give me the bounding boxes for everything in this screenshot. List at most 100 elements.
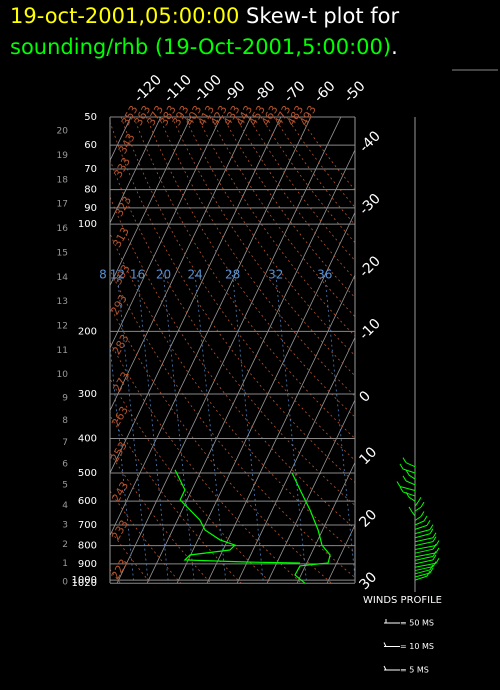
height-label: 12	[57, 322, 68, 332]
isotherm	[110, 117, 252, 412]
isotherm	[110, 117, 192, 287]
isotherm	[110, 117, 162, 224]
isotherm-label: -30	[356, 191, 383, 218]
wind-barb	[411, 511, 416, 517]
height-label: 13	[57, 297, 68, 307]
wind-legend-title: WINDS PROFILE	[363, 595, 442, 606]
wind-barb	[414, 544, 437, 550]
height-label: 14	[57, 273, 69, 283]
height-label: 18	[57, 175, 69, 185]
wind-barb-tick	[432, 532, 437, 538]
dewpoint-trace	[174, 469, 300, 564]
wind-barb	[414, 566, 434, 572]
dry-adiabat	[110, 528, 151, 583]
mixing-ratio-line	[232, 274, 264, 583]
isotherm	[146, 149, 355, 583]
mixing-ratio-line	[324, 274, 355, 582]
wind-barb	[408, 496, 416, 502]
pressure-label: 80	[84, 185, 97, 196]
wind-barb	[414, 575, 428, 581]
dry-adiabat-label: 333	[111, 155, 133, 180]
height-label: 7	[62, 438, 68, 448]
isotherm-label: 20	[356, 507, 380, 531]
wind-legend-item: = 5 MS	[400, 666, 429, 675]
isotherm-label: -100	[191, 72, 225, 106]
isotherm	[296, 461, 355, 583]
isotherm-label: -60	[311, 78, 338, 105]
wind-barb-tick	[432, 536, 437, 542]
isotherm	[110, 117, 222, 349]
wind-barb	[414, 501, 419, 507]
height-label: 16	[57, 224, 69, 234]
dry-adiabat	[110, 305, 332, 583]
pressure-label: 50	[84, 112, 97, 123]
isotherm-label: -110	[161, 72, 195, 106]
wind-barb-tick	[399, 463, 404, 470]
wind-barb	[414, 559, 434, 565]
wind-barb-tick	[399, 486, 404, 493]
pressure-label: 90	[84, 203, 97, 214]
wind-barb	[402, 468, 416, 474]
isotherm-label: -40	[356, 128, 383, 155]
pressure-label: 800	[78, 541, 97, 552]
height-label: 4	[62, 501, 68, 511]
pressure-label: 700	[78, 520, 97, 531]
wind-barb-tick	[429, 564, 434, 571]
isotherm-label: -80	[251, 78, 278, 105]
wind-barb-tick	[405, 491, 410, 498]
header-end: .	[391, 35, 398, 59]
wind-barb-tick	[420, 511, 425, 517]
header-line-2: sounding/rhb (19-Oct-2001,5:00:00).	[10, 35, 398, 59]
mixing-ratio-line	[137, 274, 169, 583]
pressure-label: 600	[78, 496, 97, 507]
dry-adiabat-label: 343	[116, 132, 138, 157]
pressure-label: 500	[78, 468, 97, 479]
wind-barb-tick	[402, 475, 407, 482]
dry-adiabat	[110, 268, 355, 579]
isotherm	[110, 117, 312, 537]
pressure-label: 1000	[72, 575, 97, 586]
height-label: 15	[57, 248, 68, 258]
wind-barb	[414, 562, 437, 568]
pressure-label: 1020	[72, 578, 97, 589]
mixing-ratio-line	[163, 274, 195, 583]
isotherm-label: -20	[356, 253, 383, 280]
mixing-ratio-label: 36	[317, 268, 332, 282]
pressure-label: 200	[78, 326, 97, 337]
mixing-ratio-label: 20	[156, 268, 171, 282]
wind-barb	[414, 520, 425, 526]
isotherm-label: -120	[131, 72, 165, 106]
wind-barb-tick	[417, 496, 422, 503]
isotherm-label: -10	[356, 316, 383, 343]
wind-barb-tick	[429, 528, 434, 534]
wind-barb-tick	[435, 540, 440, 546]
dry-adiabat-label: 243	[109, 480, 131, 505]
height-label: 17	[57, 200, 68, 210]
isotherm	[357, 117, 500, 583]
height-label: 6	[62, 460, 68, 470]
wind-barb-tick	[408, 506, 413, 513]
dry-adiabat	[260, 117, 355, 244]
dry-adiabat	[273, 117, 355, 226]
wind-legend-item: = 10 MS	[400, 642, 434, 651]
wind-barb	[402, 491, 416, 497]
height-label: 8	[62, 416, 68, 426]
wind-barb	[414, 541, 434, 547]
wind-barb	[405, 480, 416, 486]
wind-barb-tick	[420, 501, 425, 508]
mixing-ratio-label: 16	[130, 268, 145, 282]
isotherm	[110, 117, 282, 474]
height-label: 19	[57, 151, 69, 161]
wind-barb-tick	[423, 515, 428, 522]
dry-adiabat	[110, 490, 182, 583]
dry-adiabat-label: 253	[108, 440, 130, 465]
wind-barb-tick	[432, 554, 437, 561]
dry-adiabat-label: 233	[109, 518, 131, 543]
mixing-ratio-label: 8	[99, 268, 107, 282]
wind-barb-tick	[429, 524, 434, 530]
pressure-label: 70	[84, 164, 97, 175]
isotherm-label: 30	[356, 569, 380, 593]
isotherm-label: 0	[356, 388, 374, 406]
